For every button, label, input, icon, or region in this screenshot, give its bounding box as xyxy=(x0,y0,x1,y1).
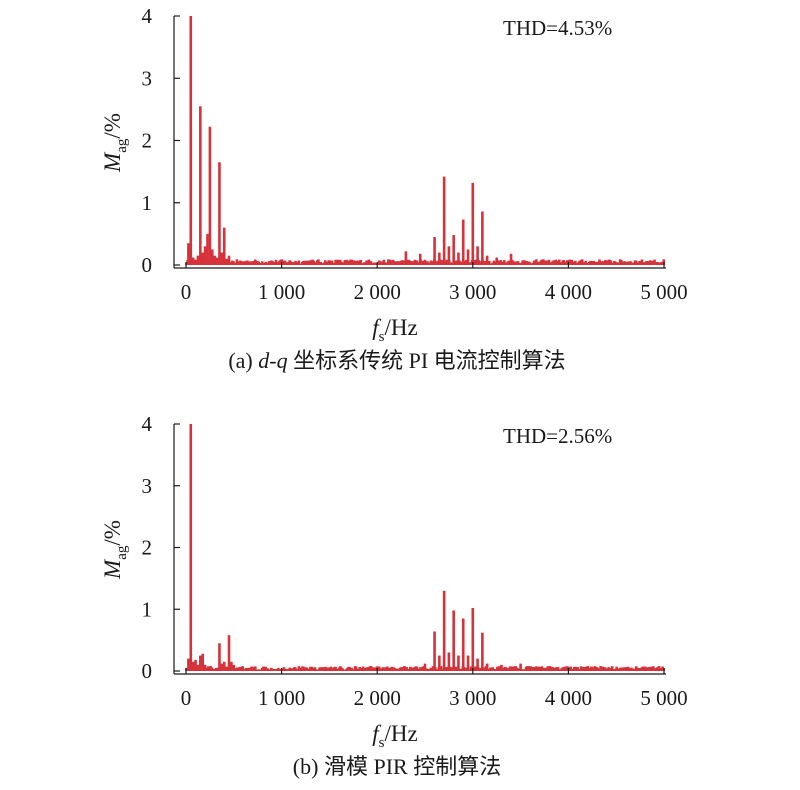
y-axis-label-unit-a: /% xyxy=(100,113,125,139)
x-tick-label: 3 000 xyxy=(449,280,496,304)
chart-panel-a: 0 1 2 3 4 0 1 000 2 000 3 000 4 000 5 000 THD=4.53… xyxy=(100,4,688,373)
bars-group-b xyxy=(185,424,666,671)
x-axis-label-b: fs/Hz xyxy=(372,721,417,751)
x-tick-label: 5 000 xyxy=(640,686,687,710)
x-tick-label: 4 000 xyxy=(545,686,592,710)
y-tick-label: 2 xyxy=(142,129,153,153)
x-tick-label: 1 000 xyxy=(258,686,305,710)
x-tick-label: 1 000 xyxy=(258,280,305,304)
x-axis-label-symbol-b: f xyxy=(372,721,382,746)
y-axis-label-a: Mag/% xyxy=(100,113,130,173)
x-axis-label-a: fs/Hz xyxy=(372,315,417,345)
x-tick-label: 2 000 xyxy=(354,686,401,710)
ticks-group-b: 0 1 2 3 4 0 1 000 2 000 3 000 4 000 5 000 xyxy=(142,412,688,710)
chart-panel-b: 0 1 2 3 4 0 1 000 2 000 3 000 4 000 5 000 THD=2.56… xyxy=(100,412,688,779)
x-tick-label: 0 xyxy=(181,686,192,710)
x-axis-label-symbol-a: f xyxy=(372,315,382,340)
y-axis-label-symbol-a: M xyxy=(100,151,125,173)
x-tick-label: 5 000 xyxy=(640,280,687,304)
thd-annotation-b: THD=2.56% xyxy=(503,424,612,448)
caption-prefix-a: (a) xyxy=(228,348,258,373)
y-tick-label: 2 xyxy=(142,536,153,560)
x-tick-label: 3 000 xyxy=(449,686,496,710)
x-axis-label-subscript-b: s xyxy=(379,735,385,751)
y-tick-label: 1 xyxy=(142,191,153,215)
x-axis-label-subscript-a: s xyxy=(379,329,385,345)
y-axis-label-unit-b: /% xyxy=(100,520,125,546)
y-tick-label: 4 xyxy=(142,412,153,436)
caption-prefix-b: (b) xyxy=(293,754,324,779)
x-axis-label-unit-b: /Hz xyxy=(385,721,418,746)
caption-rest-b: 滑模 PIR 控制算法 xyxy=(324,754,501,779)
x-tick-label: 4 000 xyxy=(545,280,592,304)
y-axis-label-symbol-b: M xyxy=(100,558,125,580)
x-tick-label: 2 000 xyxy=(354,280,401,304)
y-axis-label-b: Mag/% xyxy=(100,520,130,580)
x-axis-label-unit-a: /Hz xyxy=(385,315,418,340)
bars-group-a xyxy=(185,16,666,265)
y-tick-label: 0 xyxy=(142,253,153,277)
y-tick-label: 3 xyxy=(142,66,153,90)
x-tick-label: 0 xyxy=(181,280,192,304)
y-tick-label: 0 xyxy=(142,659,153,683)
y-tick-label: 4 xyxy=(142,4,153,28)
caption-rest-a: 坐标系传统 PI 电流控制算法 xyxy=(288,348,566,373)
ticks-group-a: 0 1 2 3 4 0 1 000 2 000 3 000 4 000 5 000 xyxy=(142,4,688,304)
y-tick-label: 1 xyxy=(142,597,153,621)
y-axis-label-subscript-b: ag xyxy=(114,545,130,560)
y-tick-label: 3 xyxy=(142,474,153,498)
caption-italic-a: d-q xyxy=(258,348,287,373)
thd-annotation-a: THD=4.53% xyxy=(503,16,612,40)
caption-b: (b) 滑模 PIR 控制算法 xyxy=(293,754,501,779)
y-axis-label-subscript-a: ag xyxy=(114,138,130,153)
caption-a: (a) d-q 坐标系传统 PI 电流控制算法 xyxy=(228,348,565,373)
